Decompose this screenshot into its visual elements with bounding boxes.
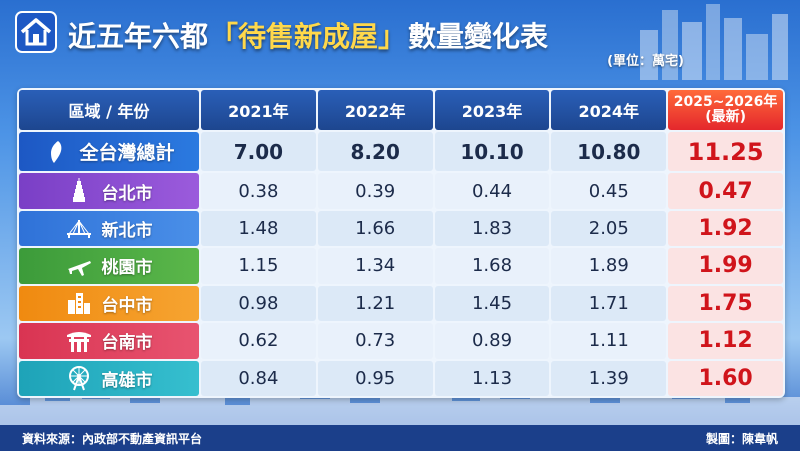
unit-label: (單位：萬宅) — [607, 54, 684, 69]
cell-latest: 1.99 — [668, 248, 783, 284]
column-header-2024: 2024年 — [551, 90, 667, 130]
taipei-101-icon — [72, 178, 85, 203]
region-label: 台北市 — [101, 183, 153, 204]
cell-2021: 0.62 — [201, 323, 316, 359]
cell-2021: 0.98 — [201, 285, 316, 322]
ferris-wheel-icon — [68, 366, 89, 391]
cell-2024: 1.11 — [551, 323, 667, 359]
cell-2022: 1.21 — [317, 285, 433, 322]
cell-2021: 7.00 — [201, 132, 316, 172]
cell-2022: 0.95 — [317, 360, 433, 396]
cell-2022: 0.39 — [317, 173, 433, 209]
page-title: 近五年六都 「待售新成屋」 數量變化表 — [68, 6, 548, 64]
region-cell: 台中市 — [19, 285, 199, 322]
cell-2022: 0.73 — [317, 323, 433, 359]
cell-2024: 1.71 — [551, 285, 667, 322]
cell-2023: 1.13 — [434, 360, 550, 396]
column-header-region: 區域 / 年份 — [19, 90, 199, 130]
source-text: 資料來源：內政部不動產資訊平台 — [22, 432, 203, 446]
column-header-latest: 2025~2026年 (最新) — [668, 90, 783, 130]
temple-gate-icon — [66, 331, 91, 352]
cell-2021: 1.15 — [201, 248, 316, 284]
taiwan-map-icon — [51, 140, 62, 163]
cell-2023: 0.44 — [434, 173, 550, 209]
cell-2021: 0.84 — [201, 360, 316, 396]
cell-2023: 1.68 — [434, 248, 550, 284]
house-icon — [15, 11, 57, 53]
cell-2022: 1.66 — [317, 210, 433, 247]
header: 近五年六都 「待售新成屋」 數量變化表 — [14, 6, 704, 68]
cell-2024: 1.39 — [551, 360, 667, 396]
cell-latest: 11.25 — [668, 132, 783, 172]
region-cell: 全台灣總計 — [19, 132, 199, 172]
cell-2023: 1.83 — [434, 210, 550, 247]
cell-latest: 1.60 — [668, 360, 783, 396]
region-cell: 高雄市 — [19, 360, 199, 396]
cell-2022: 1.34 — [317, 248, 433, 284]
cell-latest: 1.12 — [668, 323, 783, 359]
cell-2023: 1.45 — [434, 285, 550, 322]
data-table: 區域 / 年份 2021年 2022年 2023年 2024年 2025~202… — [17, 88, 785, 398]
cell-2021: 0.38 — [201, 173, 316, 209]
credit-text: 製圖：陳韋帆 — [705, 432, 778, 446]
buildings-icon — [67, 293, 90, 315]
cell-2024: 1.89 — [551, 248, 667, 284]
cell-latest: 1.75 — [668, 285, 783, 322]
cell-2022: 8.20 — [317, 132, 433, 172]
table-row-taipei: 台北市 0.38 0.39 0.44 0.45 0.47 — [19, 173, 783, 209]
cell-latest: 1.92 — [668, 210, 783, 247]
cell-2024: 0.45 — [551, 173, 667, 209]
table-row-taoyuan: 桃園市 1.15 1.34 1.68 1.89 1.99 — [19, 248, 783, 284]
region-cell: 桃園市 — [19, 248, 199, 284]
title-highlight: 「待售新成屋」 — [210, 20, 407, 53]
column-header-2022: 2022年 — [317, 90, 433, 130]
skyline-decoration-top — [640, 4, 788, 80]
cell-2021: 1.48 — [201, 210, 316, 247]
column-header-2023: 2023年 — [434, 90, 550, 130]
cell-latest: 0.47 — [668, 173, 783, 209]
table-row-new-taipei: 新北市 1.48 1.66 1.83 2.05 1.92 — [19, 210, 783, 247]
region-cell: 台南市 — [19, 323, 199, 359]
table-row-taichung: 台中市 0.98 1.21 1.45 1.71 1.75 — [19, 285, 783, 322]
title-prefix: 近五年六都 — [68, 20, 209, 53]
region-label: 高雄市 — [101, 370, 153, 391]
region-cell: 台北市 — [19, 173, 199, 209]
cell-2024: 10.80 — [551, 132, 667, 172]
bridge-icon — [66, 219, 91, 238]
cell-2023: 0.89 — [434, 323, 550, 359]
cell-2024: 2.05 — [551, 210, 667, 247]
column-header-latest-line1: 2025~2026年 — [673, 94, 778, 110]
title-suffix: 數量變化表 — [408, 20, 549, 53]
column-header-2021: 2021年 — [201, 90, 316, 130]
cell-2023: 10.10 — [434, 132, 550, 172]
table-header-row: 區域 / 年份 2021年 2022年 2023年 2024年 2025~202… — [19, 90, 783, 130]
footer: 資料來源：內政部不動產資訊平台 製圖：陳韋帆 — [0, 425, 800, 451]
region-label: 桃園市 — [101, 258, 153, 279]
column-header-latest-line2: (最新) — [705, 109, 746, 125]
table-row-total: 全台灣總計 7.00 8.20 10.10 10.80 11.25 — [19, 132, 783, 172]
table-row-kaohsiung: 高雄市 0.84 0.95 1.13 1.39 1.60 — [19, 360, 783, 396]
region-label: 台中市 — [101, 295, 153, 316]
region-cell: 新北市 — [19, 210, 199, 247]
airplane-icon — [67, 260, 91, 276]
table-row-tainan: 台南市 0.62 0.73 0.89 1.11 1.12 — [19, 323, 783, 359]
region-label: 全台灣總計 — [79, 142, 175, 165]
region-label: 新北市 — [101, 221, 153, 242]
region-label: 台南市 — [101, 333, 153, 354]
